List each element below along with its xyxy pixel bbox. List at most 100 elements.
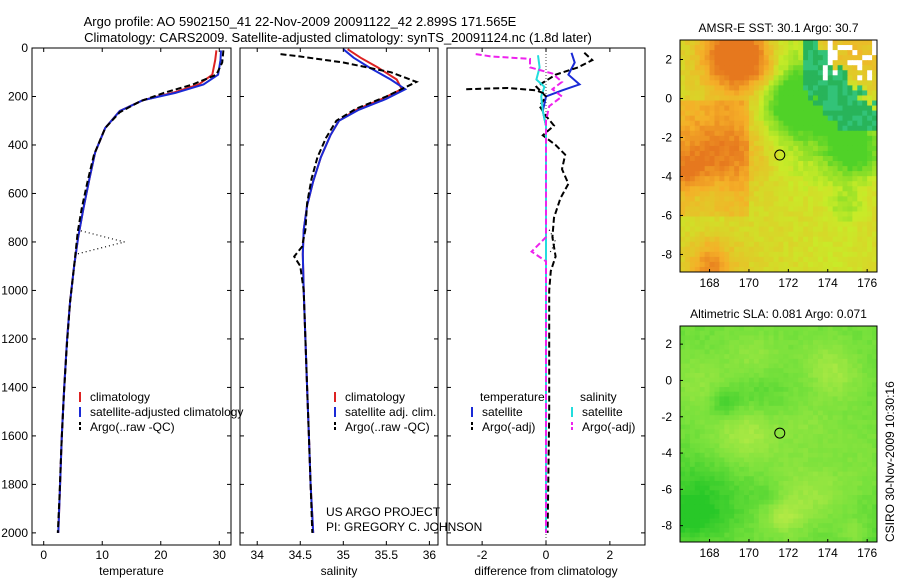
map-cell [803, 434, 809, 440]
map-cell [709, 256, 716, 263]
map-cell [758, 415, 765, 421]
map-cell [684, 349, 691, 355]
map-cell [739, 462, 745, 468]
map-cell [739, 499, 745, 506]
map-cell [714, 145, 720, 152]
map-cell [729, 354, 735, 360]
map-cell [748, 391, 755, 398]
map-cell [773, 251, 780, 258]
map-cell [788, 382, 794, 388]
map-cell [744, 65, 750, 71]
map-cell [847, 368, 853, 374]
map-cell [812, 401, 819, 407]
map-cell [680, 513, 686, 520]
map-cell [837, 231, 844, 238]
map-cell [832, 410, 839, 416]
map-cell [817, 457, 824, 463]
map-cell [827, 40, 834, 46]
map-cell [704, 504, 711, 510]
map-cell [872, 523, 877, 529]
map-cell [714, 537, 720, 542]
map-cell [827, 368, 834, 374]
map-cell [852, 457, 858, 463]
map-cell [812, 145, 819, 152]
map-cell [684, 256, 691, 263]
map-cell [827, 261, 834, 268]
map-cell [832, 60, 839, 66]
map-cell [689, 206, 696, 213]
map-cell [739, 401, 745, 407]
map-cell [778, 443, 785, 449]
map-cell [734, 156, 740, 162]
map-cell [714, 161, 720, 167]
map-cell [753, 513, 760, 520]
y-tick-label: 1600 [1, 429, 28, 443]
map-cell [808, 166, 814, 172]
map-cell [827, 405, 834, 412]
map-cell [753, 161, 760, 167]
map-cell [822, 60, 829, 66]
map-cell [748, 266, 755, 272]
map-cell [852, 466, 858, 473]
map-cell [783, 120, 789, 127]
map-cell [783, 125, 789, 132]
map-cell [817, 161, 824, 167]
map-cell [699, 415, 706, 421]
map-cell [857, 504, 863, 510]
map-cell [719, 55, 725, 61]
map-cell [709, 443, 716, 449]
map-cell [857, 135, 863, 142]
map-cell [734, 349, 740, 355]
map-cell [768, 196, 775, 202]
map-cell [817, 75, 824, 81]
map-cell [847, 527, 853, 534]
map-cell [699, 161, 706, 167]
map-cell [739, 231, 745, 238]
map-cell [862, 504, 868, 510]
map-cell [817, 221, 824, 228]
map-cell [857, 344, 863, 351]
map-cell [753, 231, 760, 238]
map-cell [763, 266, 770, 272]
legend-label: Argo(..raw -QC) [345, 420, 430, 434]
map-cell [758, 191, 765, 197]
map-cell [729, 60, 735, 66]
map-cell [852, 196, 858, 202]
map-cell [739, 344, 745, 351]
map-cell [867, 349, 873, 355]
map-cell [758, 513, 765, 520]
map-cell [680, 40, 686, 46]
map-cell [694, 513, 701, 520]
map-cell [758, 55, 765, 61]
map-cell [694, 382, 701, 388]
map-cell [872, 65, 877, 71]
map-cell [680, 443, 686, 449]
map-cell [852, 396, 858, 402]
map-cell [793, 429, 799, 435]
map-cell [714, 115, 720, 122]
map-cell [852, 438, 858, 444]
map-cell [783, 166, 789, 172]
map-cell [699, 387, 706, 393]
map-cell [857, 372, 863, 379]
map-cell [709, 266, 716, 272]
map-cell [817, 171, 824, 177]
map-cell [768, 372, 775, 379]
map-cell [704, 216, 711, 223]
map-cell [817, 443, 824, 449]
map-cell [812, 55, 819, 61]
map-cell [758, 135, 765, 142]
map-cell [734, 382, 740, 388]
map-cell [748, 70, 755, 76]
map-cell [778, 429, 785, 435]
map-cell [724, 480, 730, 487]
map-cell [714, 156, 720, 162]
map-cell [808, 372, 814, 379]
map-cell [729, 110, 735, 117]
map-cell [822, 387, 829, 393]
map-cell [768, 95, 775, 102]
map-cell [714, 405, 720, 412]
map-cell [817, 261, 824, 268]
map-cell [783, 226, 789, 233]
map-cell [680, 344, 686, 351]
